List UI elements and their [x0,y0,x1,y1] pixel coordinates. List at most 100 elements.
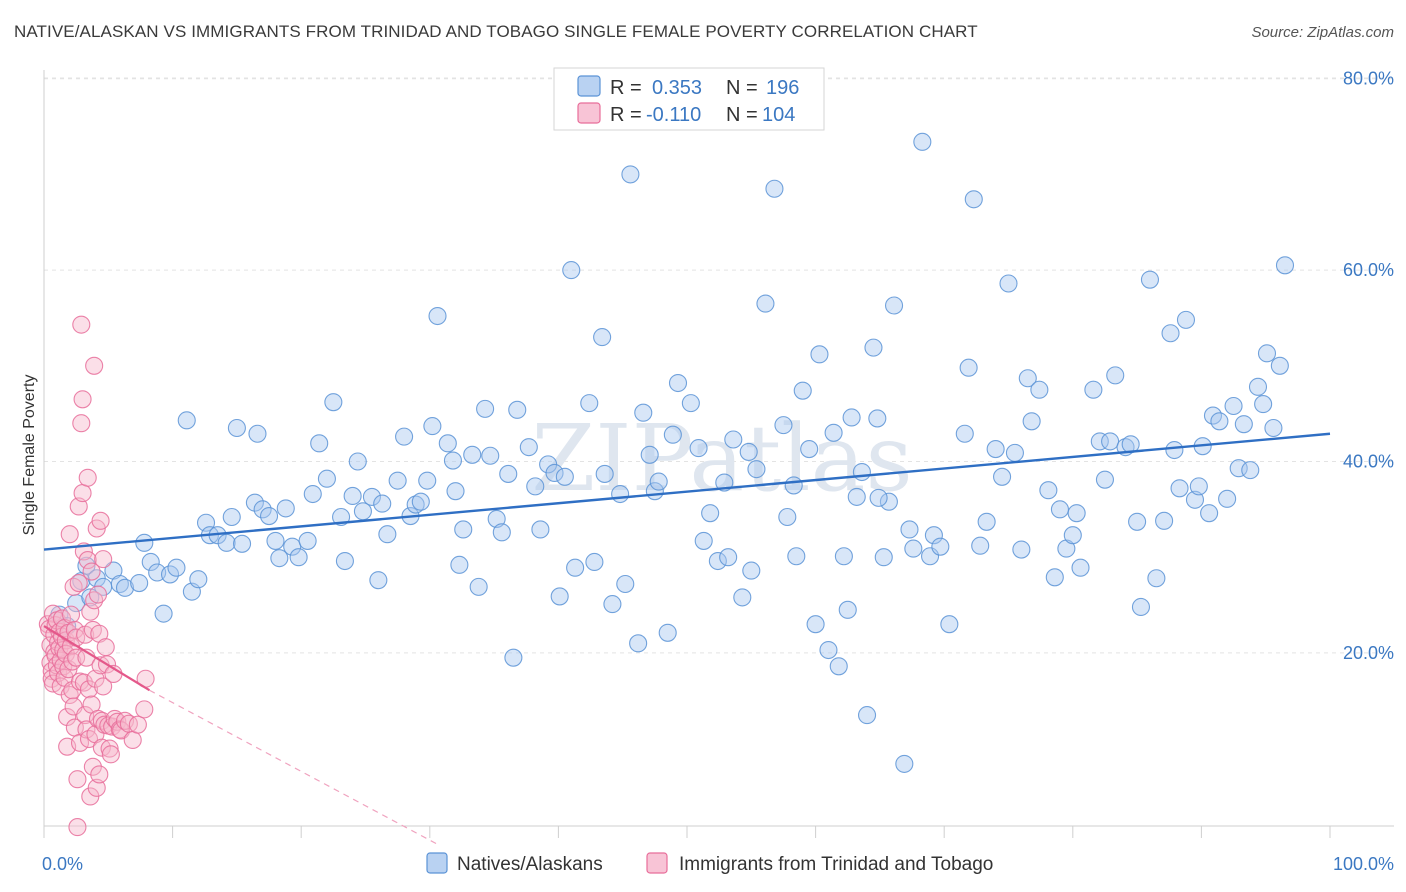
natives-point [443,451,462,470]
natives-point [904,539,923,558]
natives-point [298,531,317,550]
y-tick-label: 20.0% [1343,643,1394,663]
natives-point [964,190,983,209]
natives-point [1005,443,1024,462]
natives-point [526,477,545,496]
natives-point [519,438,538,457]
natives-trend-line [43,432,1331,551]
bottom-legend-label-2: Immigrants from Trinidad and Tobago [679,854,993,875]
legend-n-label-2: N = [726,104,758,126]
natives-point [640,445,659,464]
natives-point [395,427,414,446]
natives-point [177,411,196,430]
natives-point [450,555,469,574]
natives-point [603,595,622,614]
natives-point [733,588,752,607]
natives-point [847,487,866,506]
natives-point [842,408,861,427]
natives-point [1084,380,1103,399]
trinidad-point [79,680,99,699]
natives-point [1254,395,1273,414]
trinidad-point [68,770,87,789]
natives-point [406,495,425,514]
natives-point [924,526,943,545]
natives-point [649,472,668,491]
natives-point [335,551,354,571]
natives-point [141,552,160,572]
natives-point [810,345,829,364]
natives-point [1189,477,1208,496]
natives-point [658,623,677,642]
y-axis-label: Single Female Poverty [21,375,38,536]
natives-point [778,507,797,527]
natives-point [463,445,482,464]
natives-point [545,463,564,483]
natives-point [1147,569,1166,588]
trinidad-tobago-points [38,315,155,837]
trinidad-point [128,715,147,734]
natives-point [508,400,527,419]
legend-box: R = 0.353 N = 196 R = -0.110 N = 104 [553,67,825,131]
natives-point [362,487,381,506]
natives-point [1176,310,1196,329]
trinidad-point [90,765,109,784]
natives-point [481,446,500,465]
natives-point [879,492,898,511]
natives-point [1155,511,1174,530]
trinidad-point [94,550,113,569]
trinidad-point [92,738,111,757]
natives-point [1030,380,1049,399]
trinidad-point [69,573,88,593]
natives-point [418,471,437,490]
natives-point [1039,481,1058,500]
trinidad-trend-line [43,625,151,692]
natives-point [303,484,322,504]
natives-point [931,537,950,556]
natives-point [900,520,919,539]
natives-point [115,578,135,597]
natives-point [348,452,367,471]
natives-point [787,547,806,566]
natives-point [446,482,465,501]
natives-point [819,640,838,660]
trinidad-point [72,414,91,433]
natives-point [310,434,329,453]
trinidad-point [96,638,115,657]
natives-point [492,523,511,542]
trinidad-point [88,585,108,604]
natives-point [1106,366,1125,385]
legend-n-value-2: 104 [762,104,795,126]
legend-swatch-pink [577,102,601,124]
natives-point [550,587,569,606]
natives-point [868,409,887,428]
natives-point [724,430,743,449]
axes [43,70,1394,827]
legend-r-label-2: R = [610,104,642,126]
natives-point [884,296,904,315]
natives-point [411,492,430,511]
natives-point [1140,270,1160,289]
natives-point [487,509,506,528]
trinidad-point [68,818,87,837]
natives-point [1275,256,1295,275]
natives-point [1257,344,1277,363]
natives-point [977,512,996,531]
trinidad-point [135,700,154,719]
natives-point [913,132,932,151]
natives-point [739,442,758,461]
legend-swatch-blue [577,75,601,97]
natives-point [227,418,246,438]
trinidad-point [65,620,84,639]
natives-point [1018,369,1037,388]
natives-point [154,604,173,623]
natives-point [232,534,252,553]
trinidad-trend-extension [149,689,438,845]
natives-point [1170,479,1189,498]
natives-point [742,561,761,580]
bottom-legend-swatch-pink [646,852,668,874]
natives-point [681,394,700,413]
natives-point [864,338,883,357]
trinidad-point [94,677,113,696]
trinidad-point [73,484,92,503]
natives-point [373,494,392,513]
